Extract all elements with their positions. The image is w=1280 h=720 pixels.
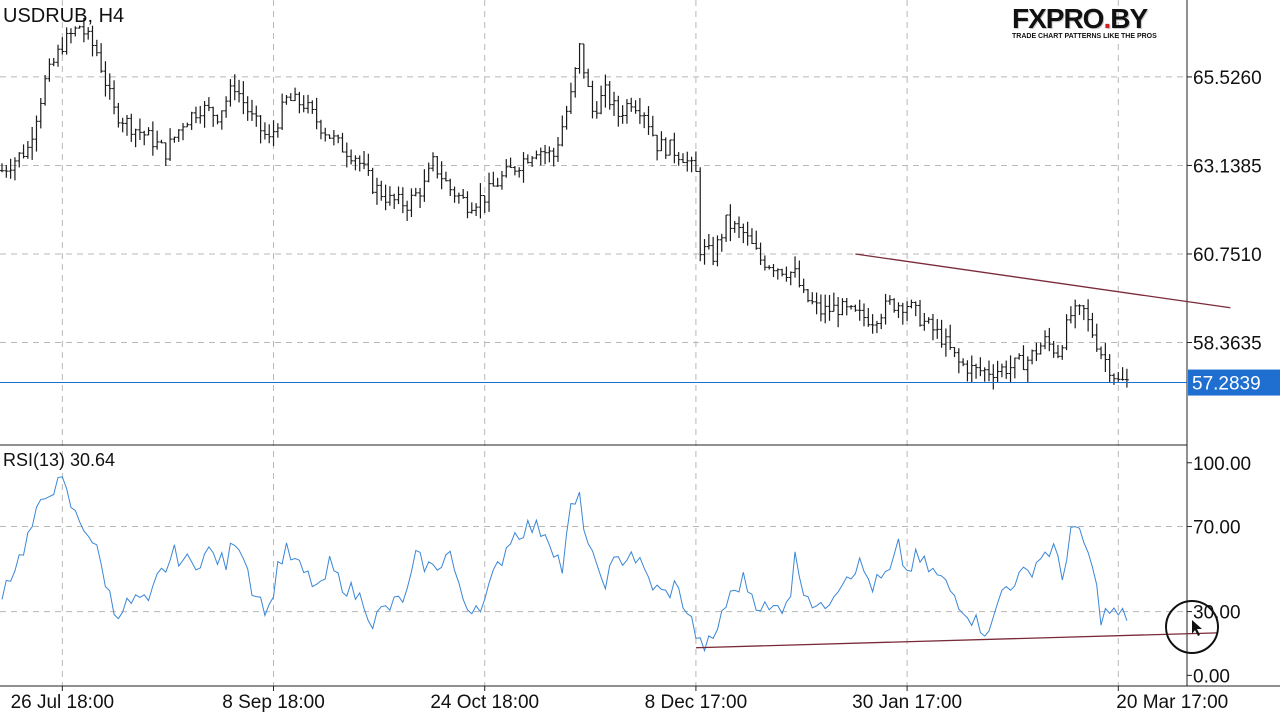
cursor-circle [1165,600,1219,654]
time-tick-label: 8 Sep 18:00 [222,692,324,713]
price-tick-label: 63.1385 [1193,156,1262,177]
price-tick-label: 58.3635 [1193,334,1262,355]
time-tick-label: 8 Dec 17:00 [645,692,747,713]
rsi-title: RSI(13) 30.64 [3,450,115,470]
rsi-trendline [695,632,1218,649]
time-tick-label: 30 Jan 17:00 [852,692,962,713]
rsi-tick-label: 0.00 [1193,666,1230,687]
logo-wordmark: FXPRO.BY [1012,3,1148,34]
time-tick-label: 24 Oct 18:00 [430,692,539,713]
price-tick-label: 60.7510 [1193,245,1262,266]
logo-tagline: TRADE CHART PATTERNS LIKE THE PROS [1012,33,1157,40]
current-price-box [1188,369,1280,396]
current-price-label: 57.2839 [1192,374,1261,395]
rsi-tick-label: 100.00 [1193,454,1251,475]
fxpro-logo: FXPRO.BY TRADE CHART PATTERNS LIKE THE P… [1012,4,1182,46]
rsi-tick-label: 70.00 [1193,518,1241,539]
cursor-arrow-icon [1192,620,1202,636]
rsi-series-line [1,476,1128,653]
time-tick-label: 26 Jul 18:00 [11,692,115,713]
symbol-title: USDRUB, H4 [3,5,124,27]
time-tick-label: 20 Mar 17:00 [1116,692,1228,713]
price-trendline [855,253,1231,309]
rsi-tick-label: 30.00 [1193,603,1241,624]
price-tick-label: 65.5260 [1193,68,1262,89]
